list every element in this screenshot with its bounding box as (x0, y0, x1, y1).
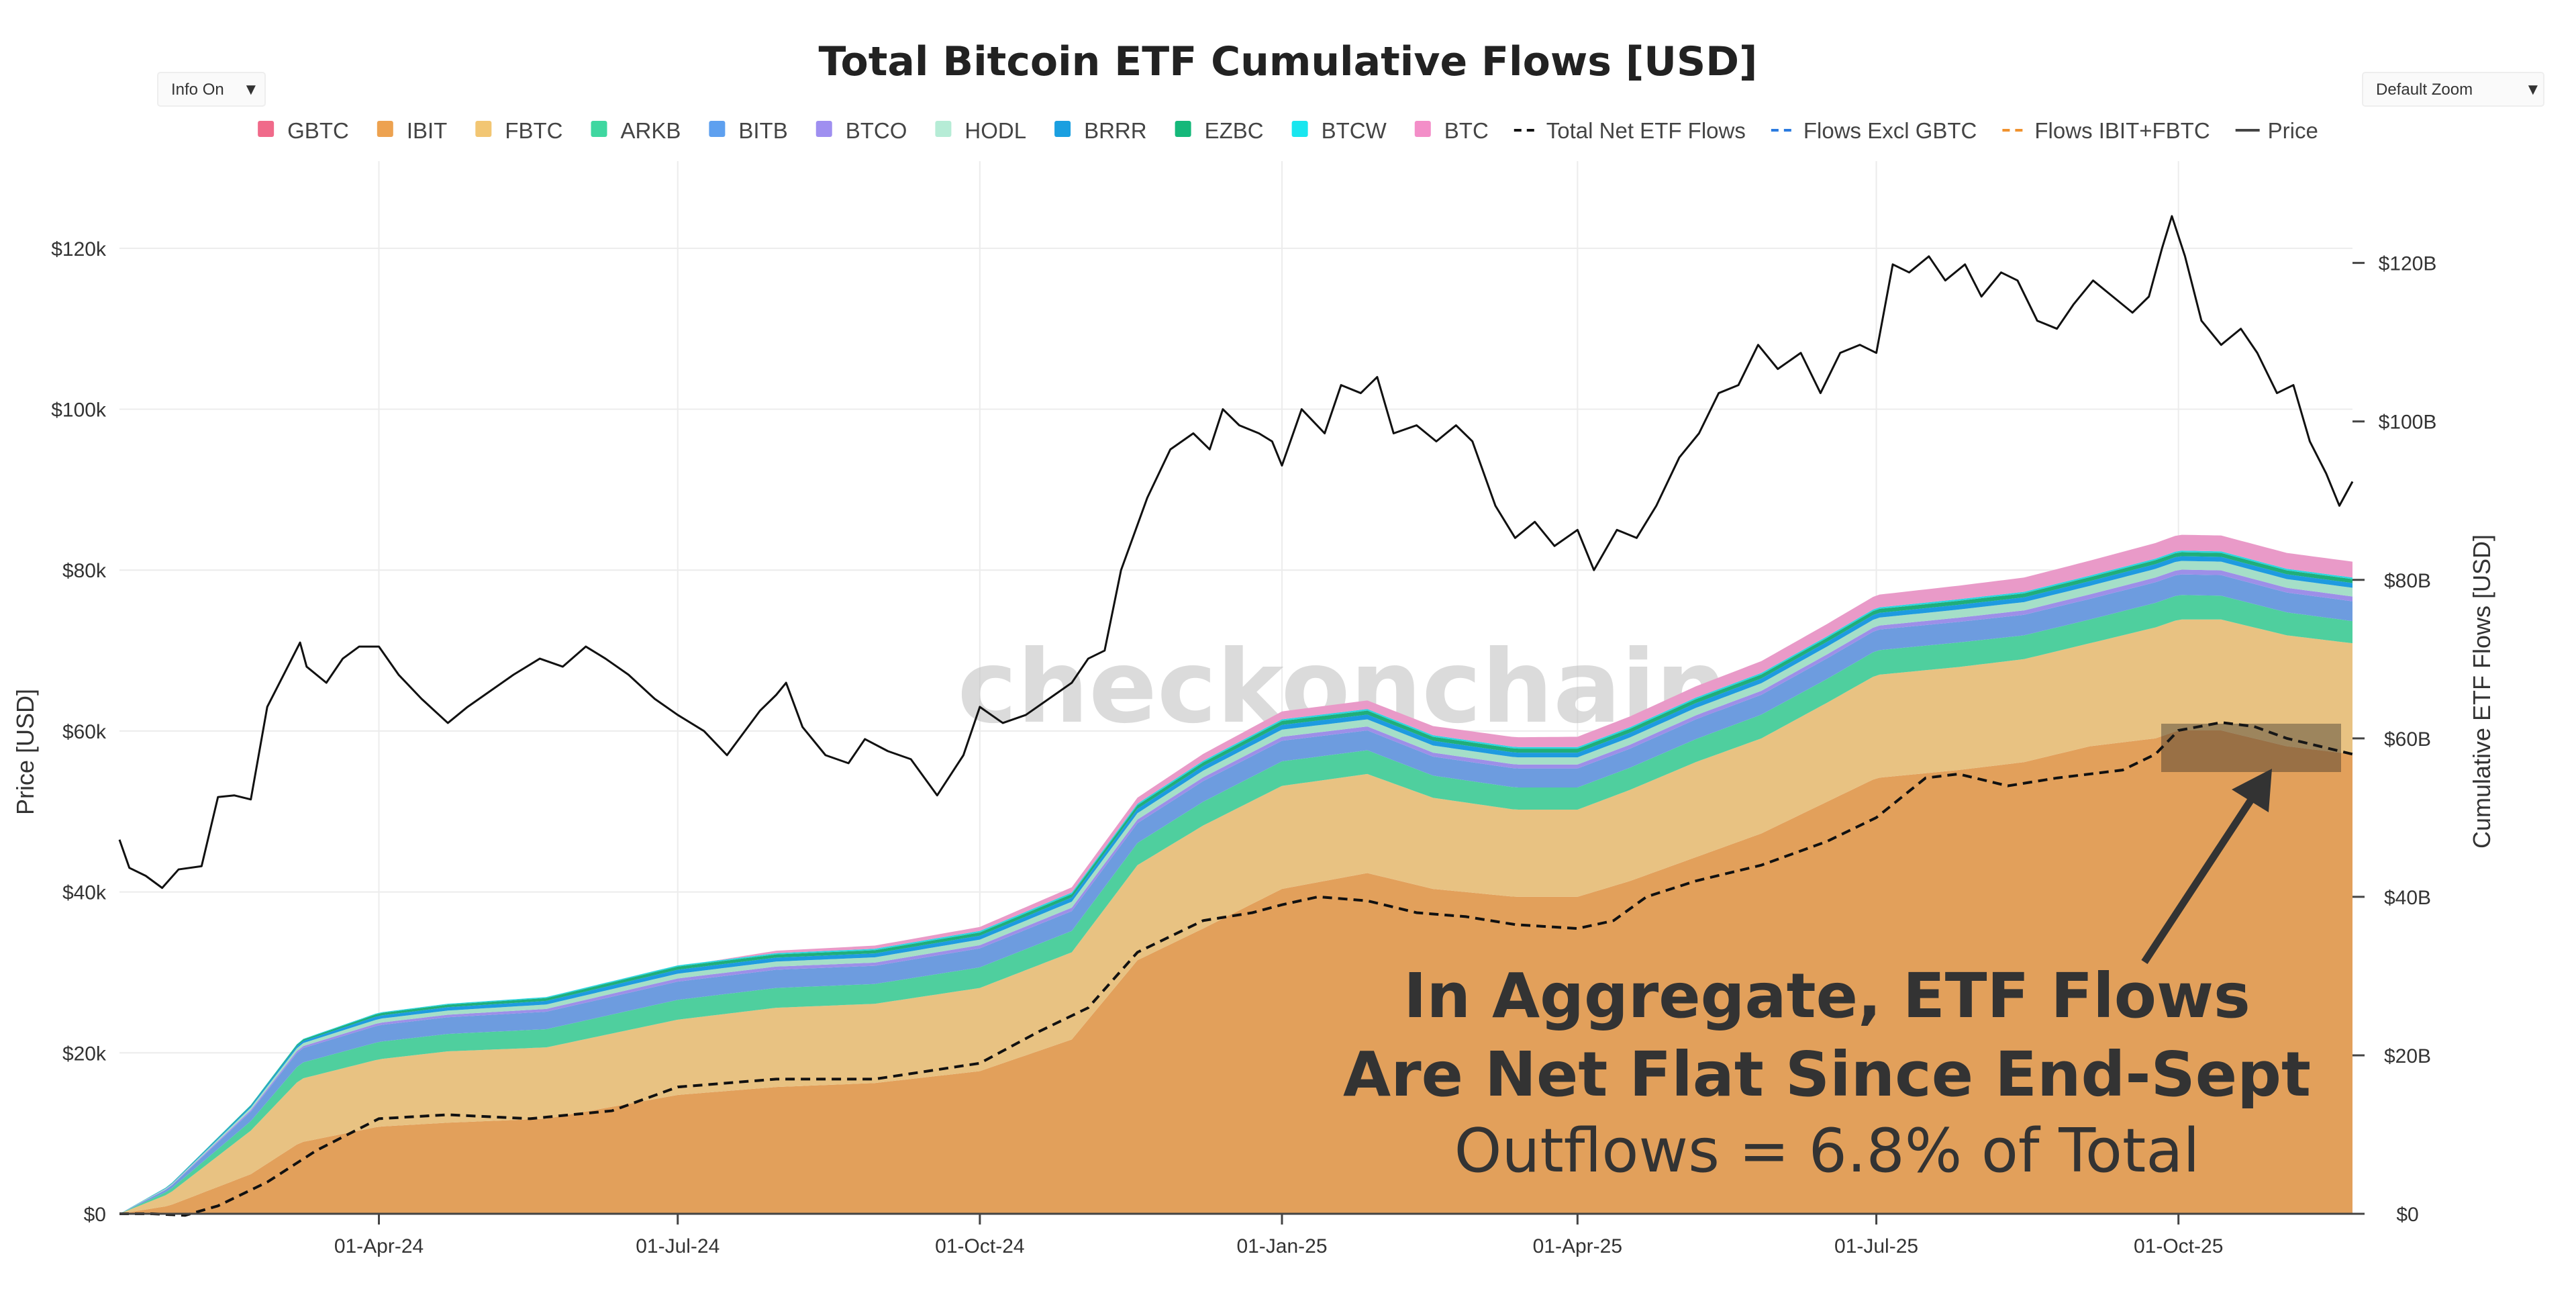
legend-swatch (709, 121, 726, 137)
zoom-chevron-down-icon: ▼ (2525, 81, 2541, 99)
legend-item-price[interactable]: Price (2235, 118, 2318, 143)
legend-item-bitb[interactable]: BITB (709, 118, 788, 143)
left-tick-label: $20k (62, 1043, 107, 1065)
price-line (118, 215, 2354, 890)
x-tick-label: 01-Apr-24 (334, 1235, 424, 1257)
left-axis-title: Price [USD] (11, 689, 39, 815)
legend-item-fbtc[interactable]: FBTC (475, 118, 563, 143)
legend-label: Price (2268, 118, 2318, 143)
legend-item-ezbc[interactable]: EZBC (1175, 118, 1264, 143)
x-tick-label: 01-Apr-25 (1533, 1235, 1622, 1257)
left-tick-label: $40k (62, 882, 107, 904)
legend-swatch (475, 121, 492, 137)
annotation-arrow-shaft (2141, 793, 2257, 965)
legend-swatch (1054, 121, 1071, 137)
legend-swatch (377, 121, 393, 137)
right-tick-label: $80B (2384, 570, 2431, 592)
legend-label: GBTC (287, 118, 349, 143)
annotation-line-2: Are Net Flat Since End-Sept (1343, 1039, 2311, 1110)
total-net-flows-line (119, 721, 2353, 1217)
legend-swatch (591, 121, 607, 137)
flow-areas (119, 534, 2352, 1214)
right-tick-label: $60B (2384, 728, 2431, 751)
legend-item-gbtc[interactable]: GBTC (258, 118, 349, 143)
legend-label: BRRR (1084, 118, 1147, 143)
legend-swatch (1291, 121, 1308, 137)
chart-lines (118, 215, 2354, 1217)
legend-item-flows-ibit-fbtc[interactable]: Flows IBIT+FBTC (2002, 118, 2210, 143)
info-toggle[interactable]: Info On ▼ (157, 72, 266, 107)
zoom-select-box[interactable] (2362, 72, 2544, 107)
legend-label: BTCO (846, 118, 907, 143)
right-axis-title: Cumulative ETF Flows [USD] (2468, 534, 2495, 849)
legend-swatch (1414, 121, 1431, 137)
highlight-box (2161, 724, 2341, 772)
legend-label: Total Net ETF Flows (1546, 118, 1746, 143)
x-tick-label: 01-Oct-25 (2134, 1235, 2223, 1257)
legend-item-ibit[interactable]: IBIT (377, 118, 448, 143)
zoom-select[interactable]: Default Zoom ▼ (2362, 72, 2544, 107)
legend-item-btco[interactable]: BTCO (815, 118, 907, 143)
x-tick-label: 01-Jan-25 (1236, 1235, 1327, 1257)
area-fbtc (119, 619, 2352, 1214)
x-tick-label: 01-Jul-25 (1834, 1235, 1918, 1257)
annotation-arrow-head-icon (2232, 769, 2272, 812)
info-toggle-box[interactable] (157, 72, 266, 107)
right-tick-label: $120B (2379, 253, 2437, 275)
right-tick-label: $40B (2384, 887, 2431, 909)
legend-item-hodl[interactable]: HODL (935, 118, 1026, 143)
legend-item-total-net-etf-flows[interactable]: Total Net ETF Flows (1514, 118, 1746, 143)
legend-swatch (258, 121, 275, 137)
zoom-select-label: Default Zoom (2376, 81, 2473, 99)
left-tick-label: $80k (62, 560, 107, 582)
info-toggle-label: Info On (171, 81, 224, 99)
legend-swatch (935, 121, 952, 137)
left-tick-label: $100k (51, 399, 107, 422)
left-tick-label: $0 (84, 1204, 106, 1226)
left-tick-label: $120k (51, 238, 107, 260)
legend-label: IBIT (407, 118, 448, 143)
legend-label: ARKB (621, 118, 681, 143)
legend-item-arkb[interactable]: ARKB (591, 118, 681, 143)
axes: $0 $20k $40k $60k $80k $100k $120k $0 $20B $40B $6… (51, 238, 2436, 1257)
annotation-line-1: In Aggregate, ETF Flows (1403, 960, 2250, 1032)
legend-swatch (1175, 121, 1191, 137)
legend-swatch (815, 121, 832, 137)
area-ibit (119, 730, 2352, 1214)
legend-label: EZBC (1205, 118, 1264, 143)
left-tick-label: $60k (62, 721, 107, 743)
legend-label: Flows IBIT+FBTC (2034, 118, 2210, 143)
annotation: In Aggregate, ETF Flows Are Net Flat Sin… (1343, 724, 2341, 1186)
legend-label: Flows Excl GBTC (1803, 118, 1977, 143)
legend-label: BITB (738, 118, 787, 143)
legend-item-brrr[interactable]: BRRR (1054, 118, 1147, 143)
legend-item-btcw[interactable]: BTCW (1291, 118, 1387, 143)
x-tick-label: 01-Jul-24 (636, 1235, 720, 1257)
legend-item-flows-excl-gbtc[interactable]: Flows Excl GBTC (1771, 118, 1977, 143)
legend-label: HODL (964, 118, 1026, 143)
legend-label: BTC (1444, 118, 1489, 143)
annotation-line-3: Outflows = 6.8% of Total (1454, 1116, 2200, 1186)
legend-label: FBTC (505, 118, 562, 143)
right-tick-label: $100B (2379, 412, 2437, 434)
right-tick-label: $20B (2384, 1045, 2431, 1067)
x-tick-label: 01-Oct-24 (935, 1235, 1024, 1257)
legend: GBTC IBIT FBTC ARKB BITB BTCO HODL BRRR EZBC BTCW… (258, 118, 2318, 143)
right-tick-label: $0 (2396, 1204, 2418, 1226)
legend-item-btc[interactable]: BTC (1414, 118, 1489, 143)
legend-label: BTCW (1322, 118, 1387, 143)
chart-title: Total Bitcoin ETF Cumulative Flows [USD] (819, 38, 1758, 85)
info-chevron-down-icon: ▼ (243, 81, 259, 99)
